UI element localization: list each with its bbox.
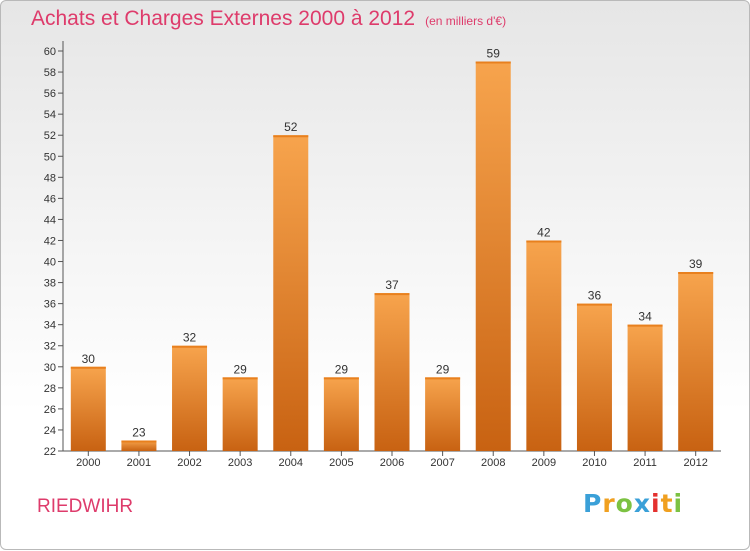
x-tick-label: 2003 <box>228 457 252 469</box>
y-tick-label: 50 <box>44 151 56 163</box>
data-label: 36 <box>588 289 602 303</box>
x-tick-label: 2008 <box>481 457 505 469</box>
proxiti-logo: Proxiti <box>583 489 683 518</box>
x-tick-label: 2002 <box>177 457 201 469</box>
bar <box>222 377 258 451</box>
y-tick-label: 46 <box>44 193 56 205</box>
bar <box>475 61 511 452</box>
logo-letter: i <box>651 489 661 518</box>
y-tick-label: 54 <box>44 109 56 121</box>
y-tick-label: 38 <box>44 278 56 290</box>
x-tick-label: 2004 <box>279 457 303 469</box>
y-tick-label: 28 <box>44 383 56 395</box>
bar <box>273 135 309 452</box>
bar <box>576 303 612 451</box>
bar <box>70 366 106 451</box>
logo-letter: x <box>633 489 651 518</box>
y-tick-label: 52 <box>44 130 56 142</box>
data-label: 29 <box>233 362 247 376</box>
y-tick-label: 48 <box>44 172 56 184</box>
x-tick-label: 2007 <box>430 457 454 469</box>
data-label: 42 <box>537 225 551 239</box>
y-tick-label: 24 <box>44 425 56 437</box>
y-tick-label: 34 <box>44 320 56 332</box>
logo-letter: r <box>602 489 616 518</box>
bar <box>323 377 359 451</box>
chart-title: Achats et Charges Externes 2000 à 2012 (e… <box>31 7 506 31</box>
data-label: 23 <box>132 425 146 439</box>
x-tick-label: 2005 <box>329 457 353 469</box>
logo-letter: i <box>673 489 684 518</box>
bar <box>425 377 461 451</box>
x-tick-label: 2001 <box>127 457 151 469</box>
data-label: 34 <box>638 310 652 324</box>
data-label: 30 <box>82 352 96 366</box>
logo-letter: o <box>615 489 634 518</box>
bar <box>678 272 714 451</box>
logo-letter: P <box>583 489 603 518</box>
x-tick-label: 2006 <box>380 457 404 469</box>
y-tick-label: 36 <box>44 299 56 311</box>
y-tick-label: 26 <box>44 404 56 416</box>
data-label: 29 <box>335 362 349 376</box>
bar <box>374 293 410 451</box>
y-tick-label: 44 <box>44 214 56 226</box>
x-tick-label: 2011 <box>633 457 657 469</box>
y-tick-label: 32 <box>44 341 56 353</box>
data-label: 29 <box>436 362 450 376</box>
bar <box>526 240 562 451</box>
y-tick-label: 30 <box>44 362 56 374</box>
data-label: 59 <box>487 47 501 61</box>
x-tick-label: 2009 <box>532 457 556 469</box>
y-tick-label: 22 <box>44 446 56 458</box>
y-tick-label: 40 <box>44 257 56 269</box>
title-text: Achats et Charges Externes 2000 à 2012 <box>31 7 416 30</box>
unit-label: (en milliers d'€) <box>425 14 507 28</box>
data-label: 39 <box>689 257 703 271</box>
data-label: 32 <box>183 331 197 345</box>
x-tick-label: 2012 <box>683 457 707 469</box>
y-tick-label: 60 <box>44 46 56 58</box>
y-tick-label: 56 <box>44 88 56 100</box>
y-tick-label: 42 <box>44 235 56 247</box>
bar <box>121 440 157 451</box>
x-tick-label: 2000 <box>76 457 100 469</box>
logo-letter: t <box>660 489 674 518</box>
bar <box>627 324 663 451</box>
x-tick-label: 2010 <box>582 457 606 469</box>
data-label: 52 <box>284 120 298 134</box>
y-tick-label: 58 <box>44 67 56 79</box>
town-label: RIEDWIHR <box>37 496 134 517</box>
data-label: 37 <box>385 278 399 292</box>
bar <box>172 345 208 451</box>
